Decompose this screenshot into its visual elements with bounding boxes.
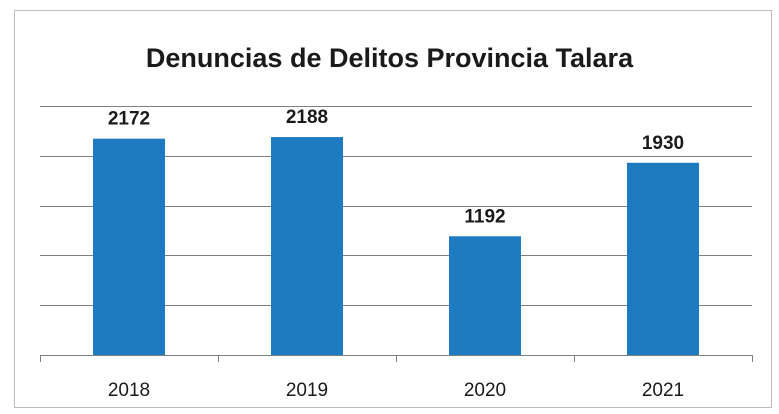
x-tick-label-2018: 2018	[108, 380, 150, 401]
data-label-2021: 1930	[642, 133, 684, 154]
data-label-2020: 1192	[464, 206, 505, 227]
x-tick-label-2020: 2020	[464, 380, 506, 401]
bar-2021	[627, 162, 699, 355]
x-tick-label-2021: 2021	[642, 380, 684, 401]
bar-2019	[271, 137, 343, 355]
x-tick-label-2019: 2019	[286, 380, 328, 401]
chart-title: Denuncias de Delitos Provincia Talara	[145, 43, 634, 73]
data-label-2019: 2188	[286, 107, 328, 128]
bar-2018	[93, 138, 165, 355]
bar-2020	[449, 236, 521, 355]
data-label-2018: 2172	[108, 109, 150, 130]
